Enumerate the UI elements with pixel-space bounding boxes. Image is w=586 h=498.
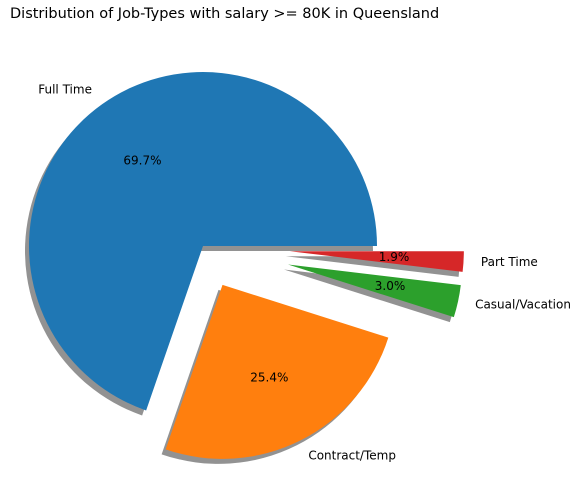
slice-full-time <box>29 72 378 411</box>
slice-shadow-casual-vacation <box>284 269 457 323</box>
slice-label-contract-temp: Contract/Temp <box>308 448 396 462</box>
slice-percent-casual-vacation: 3.0% <box>375 279 406 293</box>
slice-contract-temp <box>165 284 389 459</box>
slice-label-part-time: Part Time <box>481 255 538 269</box>
slice-part-time <box>289 251 464 272</box>
slices <box>29 72 464 459</box>
slice-label-casual-vacation: Casual/Vacation <box>475 298 571 312</box>
chart-title: Distribution of Job-Types with salary >=… <box>10 6 439 22</box>
slice-casual-vacation <box>288 264 461 318</box>
slice-label-full-time: Full Time <box>38 83 92 97</box>
slice-percent-full-time: 69.7% <box>123 153 161 167</box>
slice-percent-contract-temp: 25.4% <box>250 371 288 385</box>
slice-percent-part-time: 1.9% <box>379 250 410 264</box>
slice-labels: Full Time 69.7% Contract/Temp 25.4% Casual/V… <box>38 83 571 463</box>
